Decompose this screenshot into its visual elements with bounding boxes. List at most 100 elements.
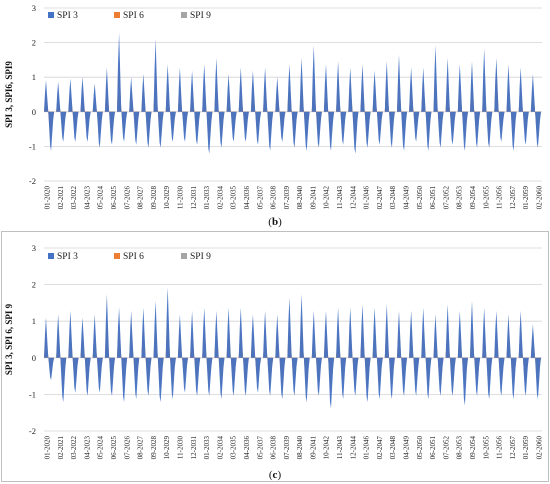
legend-label: SPI 6 (123, 252, 144, 262)
y-tick-label: -2 (29, 176, 36, 186)
y-tick-label: -2 (29, 426, 36, 436)
x-tick-label: 05-2024 (97, 436, 105, 460)
x-tick-label: 10-2042 (323, 186, 331, 210)
x-tick-label: 06-2051 (429, 186, 437, 210)
x-tick-label: 03-2022 (70, 436, 78, 460)
x-tick-label: 08-2053 (456, 436, 464, 460)
series-area-spi3 (44, 32, 542, 154)
legend-swatch (114, 253, 120, 259)
x-tick-label: 01-2033 (203, 186, 211, 210)
x-tick-label: 04-2036 (243, 436, 251, 460)
x-tick-label: 09-2041 (309, 186, 317, 210)
x-tick-label: 04-2049 (403, 186, 411, 210)
x-tick-label: 04-2049 (403, 436, 411, 460)
y-tick-label: 3 (32, 3, 36, 13)
x-tick-label: 11-2043 (336, 186, 344, 210)
x-tick-label: 12-2057 (509, 186, 517, 210)
x-tick-label: 11-2056 (496, 436, 504, 460)
x-tick-label: 01-2046 (363, 186, 371, 210)
x-tick-label: 11-2030 (177, 186, 185, 210)
x-tick-label: 05-2037 (256, 436, 264, 460)
y-axis-label: SPI 3, SPI6, SPI9 (4, 61, 14, 128)
x-tick-label: 10-2029 (163, 436, 171, 460)
series-area-spi3 (44, 287, 542, 409)
x-tick-label: 01-2020 (44, 186, 52, 210)
x-tick-label: 02-2060 (536, 436, 544, 460)
x-tick-label: 09-2028 (150, 186, 158, 210)
x-tick-label: 07-2039 (283, 436, 291, 460)
x-tick-label: 01-2059 (522, 186, 530, 210)
y-tick-label: 0 (32, 353, 36, 363)
x-tick-label: 12-2044 (349, 186, 357, 210)
legend-swatch (48, 12, 54, 18)
x-tick-label: 02-2047 (376, 436, 384, 460)
x-tick-label: 01-2020 (44, 436, 52, 460)
x-tick-label: 07-2052 (442, 186, 450, 210)
y-tick-label: 3 (32, 243, 36, 253)
x-tick-label: 06-2025 (110, 186, 118, 210)
x-tick-label: 03-2048 (389, 436, 397, 460)
x-tick-label: 10-2055 (482, 436, 490, 460)
x-tick-label: 10-2029 (163, 186, 171, 210)
x-tick-label: 08-2053 (456, 186, 464, 210)
y-tick-label: 2 (32, 280, 36, 290)
x-tick-label: 08-2027 (137, 186, 145, 210)
x-tick-label: 04-2023 (83, 186, 91, 210)
chart-panel-b: -2 -1 0 1 2 3 01-2020 02-2021 03-2022 04-2023 05-2… (4, 3, 544, 228)
x-tick-label: 08-2040 (296, 186, 304, 210)
x-tick-label: 02-2047 (376, 186, 384, 210)
panel-caption: (b) (268, 216, 282, 228)
chart-panel-c: -2 -1 0 1 2 3 01-2020 02-2021 03-2022 04-2023 05-2… (4, 243, 544, 481)
y-tick-label: 1 (32, 72, 36, 82)
x-tick-label: 12-2031 (190, 436, 198, 460)
x-tick-label: 01-2046 (363, 436, 371, 460)
x-tick-label: 04-2023 (83, 436, 91, 460)
x-tick-label: 05-2037 (256, 186, 264, 210)
x-tick-label: 02-2021 (57, 436, 65, 460)
y-tick-label: 1 (32, 316, 36, 326)
x-tick-label: 06-2025 (110, 436, 118, 460)
x-tick-label: 06-2051 (429, 436, 437, 460)
x-tick-label: 03-2035 (230, 436, 238, 460)
x-tick-label: 11-2030 (177, 436, 185, 460)
y-tick-label: -1 (29, 389, 36, 399)
x-tick-label: 11-2043 (336, 436, 344, 460)
x-tick-label: 02-2060 (536, 186, 544, 210)
x-tick-label: 12-2044 (349, 436, 357, 460)
x-tick-label: 02-2034 (216, 436, 224, 460)
y-tick-label: 0 (32, 107, 36, 117)
x-tick-label: 09-2041 (309, 436, 317, 460)
x-tick-label: 02-2021 (57, 186, 65, 210)
x-tick-label: 12-2031 (190, 186, 198, 210)
x-tick-label: 11-2056 (496, 186, 504, 210)
x-tick-label: 08-2027 (137, 436, 145, 460)
panel-frame (1, 231, 549, 482)
x-tick-label: 01-2059 (522, 436, 530, 460)
x-tick-label: 07-2052 (442, 436, 450, 460)
panel-caption: (c) (269, 469, 282, 481)
x-tick-label: 06-2038 (270, 436, 278, 460)
x-tick-label: 02-2034 (216, 186, 224, 210)
x-tick-label: 03-2048 (389, 186, 397, 210)
legend-label: SPI 9 (190, 11, 211, 21)
legend-label: SPI 3 (57, 11, 78, 21)
x-tick-label: 05-2024 (97, 186, 105, 210)
legend-swatch (181, 253, 187, 259)
x-tick-label: 06-2038 (270, 186, 278, 210)
x-tick-label: 04-2036 (243, 186, 251, 210)
x-tick-label: 08-2040 (296, 436, 304, 460)
x-tick-label: 05-2050 (416, 186, 424, 210)
x-tick-label: 09-2028 (150, 436, 158, 460)
y-tick-label: -1 (29, 141, 36, 151)
legend-label: SPI 9 (190, 252, 211, 262)
x-tick-label: 03-2022 (70, 186, 78, 210)
x-tick-label: 10-2042 (323, 436, 331, 460)
y-axis-label: SPI 3, SPI 6, SPI 9 (4, 303, 14, 375)
legend-label: SPI 6 (123, 11, 144, 21)
x-tick-label: 05-2050 (416, 436, 424, 460)
legend-swatch (114, 12, 120, 18)
x-tick-label: 09-2054 (469, 436, 477, 460)
x-tick-label: 10-2055 (482, 186, 490, 210)
y-tick-label: 2 (32, 38, 36, 48)
